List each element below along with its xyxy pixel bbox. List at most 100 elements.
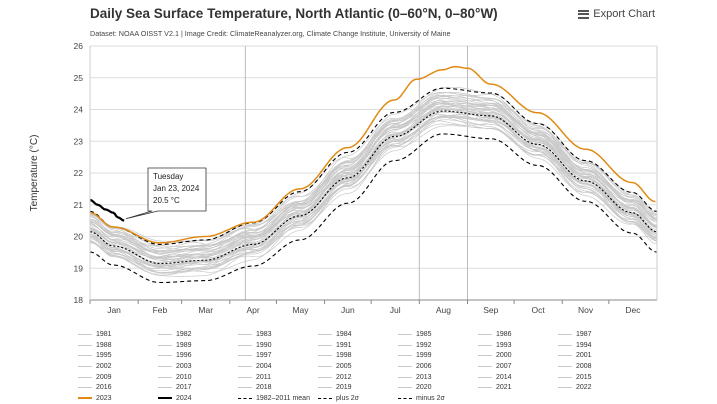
legend-item-1986[interactable]: 1986 [478, 329, 558, 340]
legend-item-1988[interactable]: 1988 [78, 340, 158, 351]
legend-label: 2018 [256, 384, 272, 392]
legend-label: 2003 [176, 362, 192, 370]
legend-item-minus-2sigma[interactable]: minus 2σ [398, 393, 478, 404]
legend-item-1984[interactable]: 1984 [318, 329, 398, 340]
legend-item-2018[interactable]: 2018 [238, 382, 318, 393]
legend-item-1989[interactable]: 1989 [158, 340, 238, 351]
export-chart-button[interactable]: Export Chart [578, 8, 655, 20]
legend-item-2020[interactable]: 2020 [398, 382, 478, 393]
legend-swatch [478, 376, 492, 378]
legend-swatch [78, 355, 92, 357]
x-tick-label: Oct [532, 305, 546, 315]
legend-label: 2024 [176, 394, 192, 402]
x-tick-label: Jun [341, 305, 355, 315]
legend-item-2013[interactable]: 2013 [398, 372, 478, 383]
legend-item-1996[interactable]: 1996 [158, 350, 238, 361]
menu-icon [578, 9, 590, 19]
legend-label: 1986 [496, 330, 512, 338]
legend-item-2017[interactable]: 2017 [158, 382, 238, 393]
legend-label: 2005 [336, 362, 352, 370]
legend-item-1997[interactable]: 1997 [238, 350, 318, 361]
legend-item-1993[interactable]: 1993 [478, 340, 558, 351]
y-tick-label: 18 [74, 295, 84, 305]
legend-item-2022[interactable]: 2022 [558, 382, 638, 393]
legend-label: 2014 [496, 373, 512, 381]
year-line-2022 [90, 86, 658, 242]
x-tick-label: Aug [436, 305, 451, 315]
legend-item-2007[interactable]: 2007 [478, 361, 558, 372]
y-tick-label: 24 [74, 105, 84, 115]
legend-label: 1990 [256, 341, 272, 349]
legend-item-2009[interactable]: 2009 [78, 372, 158, 383]
legend-item-2011[interactable]: 2011 [238, 372, 318, 383]
legend-swatch [318, 397, 332, 399]
legend-label: 2020 [416, 384, 432, 392]
legend-label: 2001 [576, 352, 592, 360]
legend-swatch [78, 376, 92, 378]
legend-swatch [398, 387, 412, 389]
legend-item-2015[interactable]: 2015 [558, 372, 638, 383]
legend-item-plus-2sigma[interactable]: plus 2σ [318, 393, 398, 404]
legend-item-1981[interactable]: 1981 [78, 329, 158, 340]
legend-item-2012[interactable]: 2012 [318, 372, 398, 383]
legend-item-2010[interactable]: 2010 [158, 372, 238, 383]
legend-item-2005[interactable]: 2005 [318, 361, 398, 372]
y-tick-label: 25 [74, 73, 84, 83]
legend-item-1995[interactable]: 1995 [78, 350, 158, 361]
series-line-2023 [89, 65, 656, 244]
legend-item-mean[interactable]: 1982–2011 mean [238, 393, 318, 404]
legend-item-2016[interactable]: 2016 [78, 382, 158, 393]
y-tick-label: 26 [74, 41, 84, 51]
legend-swatch [558, 387, 572, 389]
legend-swatch [478, 344, 492, 346]
legend-swatch [558, 365, 572, 367]
legend-item-2003[interactable]: 2003 [158, 361, 238, 372]
legend-item-1982[interactable]: 1982 [158, 329, 238, 340]
legend-label: 1982–2011 mean [256, 394, 310, 402]
legend-swatch [238, 355, 252, 357]
legend-item-1994[interactable]: 1994 [558, 340, 638, 351]
legend-item-1990[interactable]: 1990 [238, 340, 318, 351]
legend-item-1985[interactable]: 1985 [398, 329, 478, 340]
legend-swatch [238, 344, 252, 346]
legend-label: 2009 [96, 373, 112, 381]
legend-label: 1992 [416, 341, 432, 349]
tooltip-date: Jan 23, 2024 [153, 184, 200, 193]
year-line-1987 [90, 116, 658, 274]
legend-item-1991[interactable]: 1991 [318, 340, 398, 351]
axes: 18 19 20 21 22 23 24 25 26 Jan Feb Mar Apr May Jun Jul A… [29, 41, 658, 315]
legend-item-2004[interactable]: 2004 [238, 361, 318, 372]
legend-item-2000[interactable]: 2000 [478, 350, 558, 361]
legend-swatch [158, 387, 172, 389]
y-tick-label: 19 [74, 263, 84, 273]
legend-item-2002[interactable]: 2002 [78, 361, 158, 372]
legend-item-1992[interactable]: 1992 [398, 340, 478, 351]
legend-item-2019[interactable]: 2019 [318, 382, 398, 393]
legend-item-2021[interactable]: 2021 [478, 382, 558, 393]
legend-swatch [558, 376, 572, 378]
legend-swatch [398, 376, 412, 378]
x-tick-label: Jan [107, 305, 121, 315]
legend-swatch [398, 397, 412, 399]
plus-2sigma-line [89, 87, 658, 245]
legend-swatch [238, 365, 252, 367]
legend-label: 1991 [336, 341, 352, 349]
legend-label: 2000 [496, 352, 512, 360]
legend-item-1999[interactable]: 1999 [398, 350, 478, 361]
legend-item-1998[interactable]: 1998 [318, 350, 398, 361]
chart-subtitle: Dataset: NOAA OISST V2.1 | Image Credit:… [90, 29, 451, 38]
tooltip-day: Tuesday [153, 172, 183, 181]
legend-item-2024[interactable]: 2024 [158, 393, 238, 404]
y-tick-label: 23 [74, 136, 84, 146]
x-tick-label: Jul [390, 305, 401, 315]
legend-item-2008[interactable]: 2008 [558, 361, 638, 372]
legend-item-2014[interactable]: 2014 [478, 372, 558, 383]
y-tick-label: 21 [74, 200, 84, 210]
legend-item-2006[interactable]: 2006 [398, 361, 478, 372]
legend-item-1987[interactable]: 1987 [558, 329, 638, 340]
legend-item-2001[interactable]: 2001 [558, 350, 638, 361]
tooltip: Tuesday Jan 23, 2024 20.5 °C [125, 167, 207, 220]
legend-label: 2022 [576, 384, 592, 392]
legend-item-2023[interactable]: 2023 [78, 393, 158, 404]
legend-item-1983[interactable]: 1983 [238, 329, 318, 340]
